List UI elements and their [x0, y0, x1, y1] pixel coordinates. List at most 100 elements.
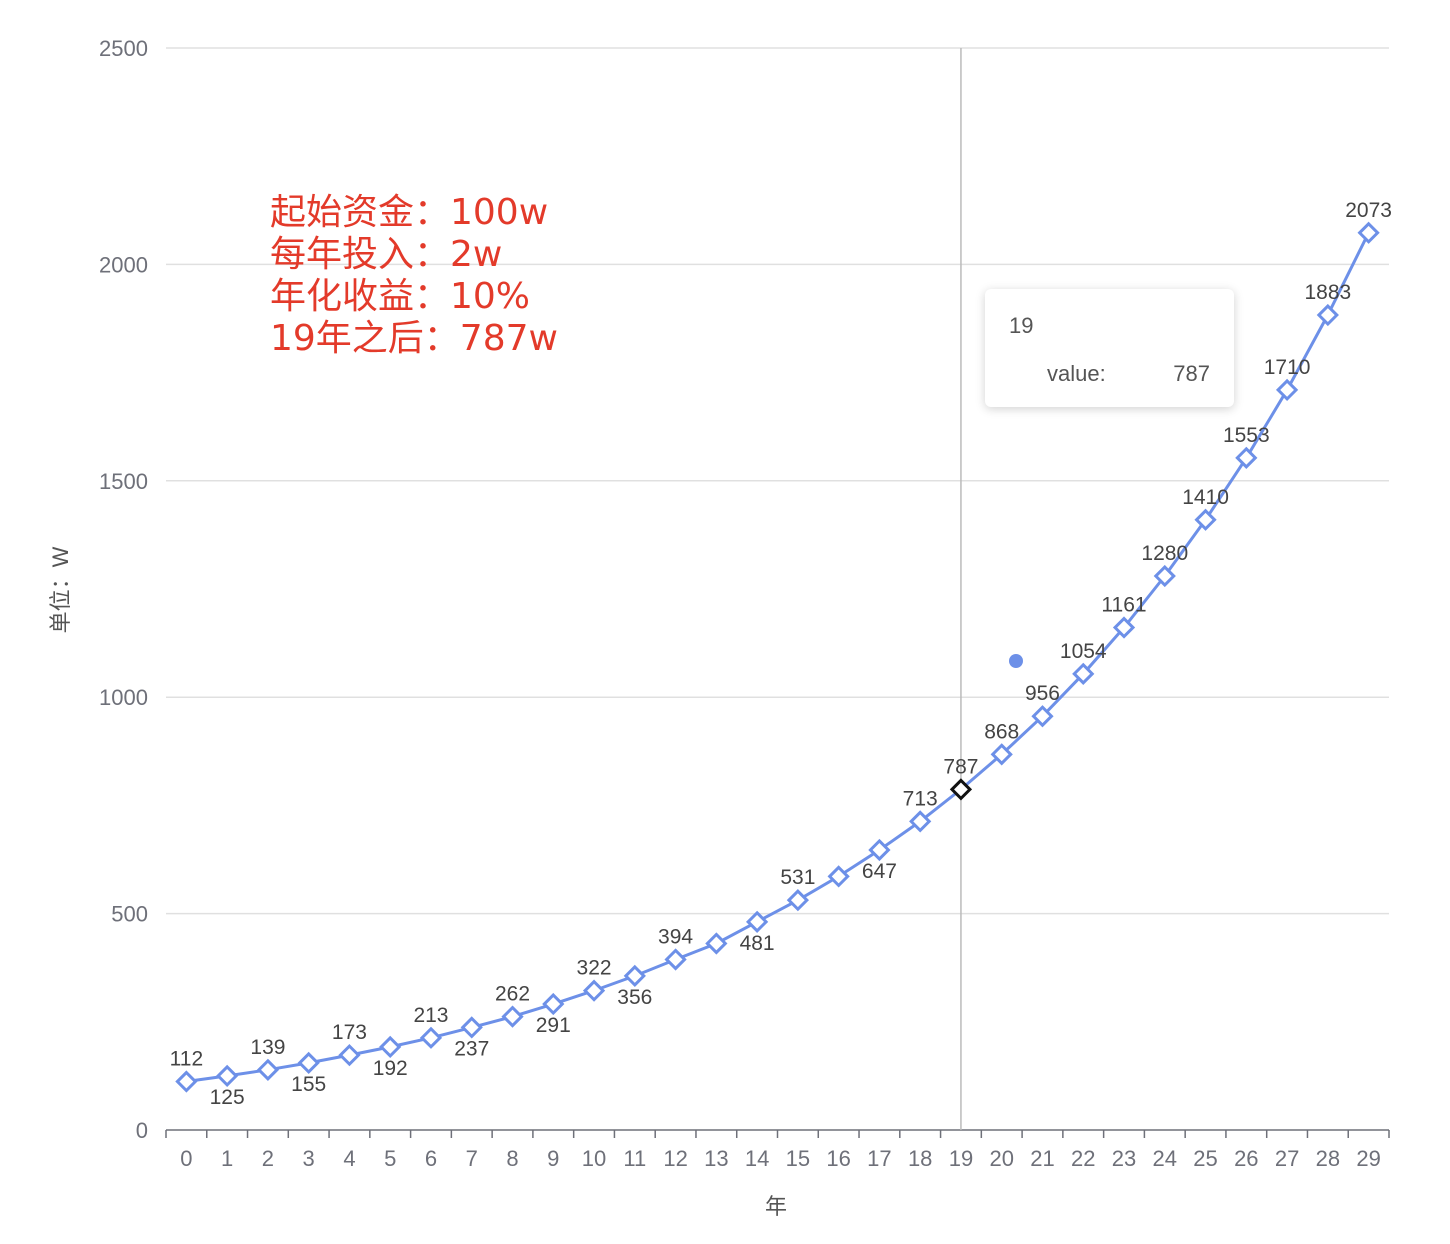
grid-lines — [166, 47, 1389, 915]
data-point — [542, 992, 565, 1016]
data-label: 481 — [740, 932, 775, 955]
data-point — [1194, 508, 1217, 531]
data-point — [664, 948, 687, 971]
y-tick-label: 1000 — [99, 685, 148, 710]
series — [175, 221, 1380, 1093]
data-label: 262 — [495, 983, 530, 1006]
data-label: 787 — [943, 755, 978, 778]
data-point — [419, 1026, 443, 1049]
x-tick-label: 16 — [826, 1146, 850, 1171]
data-point — [1112, 616, 1136, 639]
data-label: 647 — [862, 860, 897, 883]
y-tick-label: 0 — [136, 1118, 148, 1143]
data-label: 394 — [658, 925, 693, 948]
data-point — [705, 932, 728, 955]
data-label: 1161 — [1101, 594, 1146, 617]
x-tick-label: 8 — [506, 1146, 518, 1171]
x-tick-label: 27 — [1275, 1146, 1299, 1171]
data-label: 112 — [170, 1048, 203, 1071]
x-tick-label: 10 — [582, 1146, 606, 1171]
x-tick-label: 6 — [425, 1146, 437, 1171]
y-axis-title: 单位：W — [48, 546, 73, 633]
data-label: 356 — [617, 986, 652, 1009]
data-point — [990, 743, 1013, 766]
tooltip-series-name: value: — [1047, 361, 1106, 386]
data-point — [338, 1044, 361, 1067]
data-label: 956 — [1025, 682, 1060, 705]
data-label: 139 — [250, 1036, 285, 1059]
x-tick-label: 3 — [303, 1146, 315, 1171]
x-tick-label: 20 — [989, 1146, 1013, 1171]
data-point — [1031, 705, 1054, 728]
y-tick-label: 2500 — [99, 36, 148, 61]
x-axis-title: 年 — [765, 1194, 787, 1219]
x-tick-label: 5 — [384, 1146, 396, 1171]
x-tick-label: 4 — [343, 1146, 355, 1171]
x-tick-label: 26 — [1234, 1146, 1258, 1171]
data-point — [460, 1016, 483, 1039]
annotation-line-initial-capital: 起始资金：100w — [270, 192, 549, 233]
data-point — [379, 1035, 402, 1059]
data-point — [1316, 303, 1339, 327]
data-point — [623, 964, 646, 988]
data-label: 213 — [413, 1004, 448, 1027]
x-tick-label: 2 — [262, 1146, 274, 1171]
x-tick-label: 1 — [221, 1146, 233, 1171]
x-tick-label: 9 — [547, 1146, 559, 1171]
data-label: 868 — [984, 720, 1019, 743]
data-point — [909, 810, 932, 833]
data-point — [1235, 446, 1258, 469]
data-point — [1357, 221, 1380, 244]
tooltip-series-marker-icon — [1009, 654, 1023, 668]
annotation-line-annual-return: 年化收益：10% — [270, 276, 531, 317]
data-label: 155 — [291, 1073, 326, 1096]
data-point — [297, 1051, 320, 1075]
data-label: 531 — [780, 866, 815, 889]
x-tick-label: 0 — [180, 1146, 192, 1171]
data-label: 1280 — [1141, 542, 1188, 565]
x-tick-label: 28 — [1316, 1146, 1340, 1171]
data-point — [501, 1005, 524, 1028]
x-tick-label: 12 — [663, 1146, 687, 1171]
x-tick-label: 13 — [704, 1146, 728, 1171]
x-tick-label: 21 — [1030, 1146, 1054, 1171]
annotation-line-result: 19年之后：787w — [270, 318, 558, 359]
data-point — [949, 778, 973, 801]
data-label: 2073 — [1345, 199, 1392, 222]
data-label: 1710 — [1264, 356, 1311, 379]
data-label: 291 — [536, 1014, 571, 1037]
y-tick-label: 1500 — [99, 469, 148, 494]
x-tick-label: 23 — [1112, 1146, 1136, 1171]
annotation-box: 起始资金：100w 每年投入：2w 年化收益：10% 19年之后：787w — [270, 192, 558, 360]
data-point — [1072, 662, 1095, 685]
x-tick-label: 19 — [949, 1146, 973, 1171]
x-tick-label: 7 — [466, 1146, 478, 1171]
data-point — [745, 910, 769, 933]
data-point — [175, 1070, 198, 1093]
data-point — [582, 979, 606, 1002]
data-label: 1883 — [1304, 281, 1351, 304]
data-point — [1275, 378, 1299, 402]
tooltip-value: 787 — [1173, 361, 1210, 386]
tooltip: 19 value: 787 — [985, 289, 1234, 668]
data-label: 322 — [577, 957, 612, 980]
data-point — [216, 1064, 239, 1088]
annotation-line-annual-investment: 每年投入：2w — [270, 234, 503, 275]
data-point — [786, 889, 810, 912]
data-label: 192 — [373, 1057, 408, 1080]
x-tick-label: 14 — [745, 1146, 769, 1171]
x-tick-label: 11 — [623, 1146, 646, 1171]
data-label: 1553 — [1223, 424, 1270, 447]
x-tick-label: 18 — [908, 1146, 932, 1171]
x-tick-label: 25 — [1193, 1146, 1217, 1171]
data-point — [827, 865, 850, 888]
x-tick-label: 17 — [867, 1146, 891, 1171]
data-point — [1153, 564, 1176, 588]
x-tick-label: 22 — [1071, 1146, 1095, 1171]
tooltip-title: 19 — [1009, 313, 1034, 338]
data-label: 1054 — [1060, 640, 1107, 663]
x-tick-label: 29 — [1356, 1146, 1380, 1171]
